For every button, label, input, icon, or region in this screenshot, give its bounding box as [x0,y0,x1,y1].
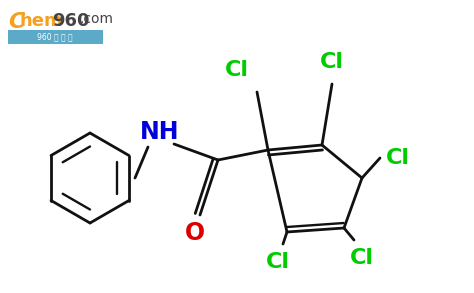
Text: C: C [8,12,24,32]
Text: .com: .com [80,12,114,26]
Text: Cl: Cl [350,248,374,268]
Text: Cl: Cl [266,252,290,272]
Text: Cl: Cl [225,60,249,80]
Text: hem: hem [20,12,64,30]
Text: 960 化 工 网: 960 化 工 网 [37,33,73,42]
Text: Cl: Cl [386,148,410,168]
Text: Cl: Cl [320,52,344,72]
Text: O: O [185,221,205,245]
FancyBboxPatch shape [8,30,103,44]
Text: NH: NH [140,120,180,144]
Text: 960: 960 [52,12,90,30]
